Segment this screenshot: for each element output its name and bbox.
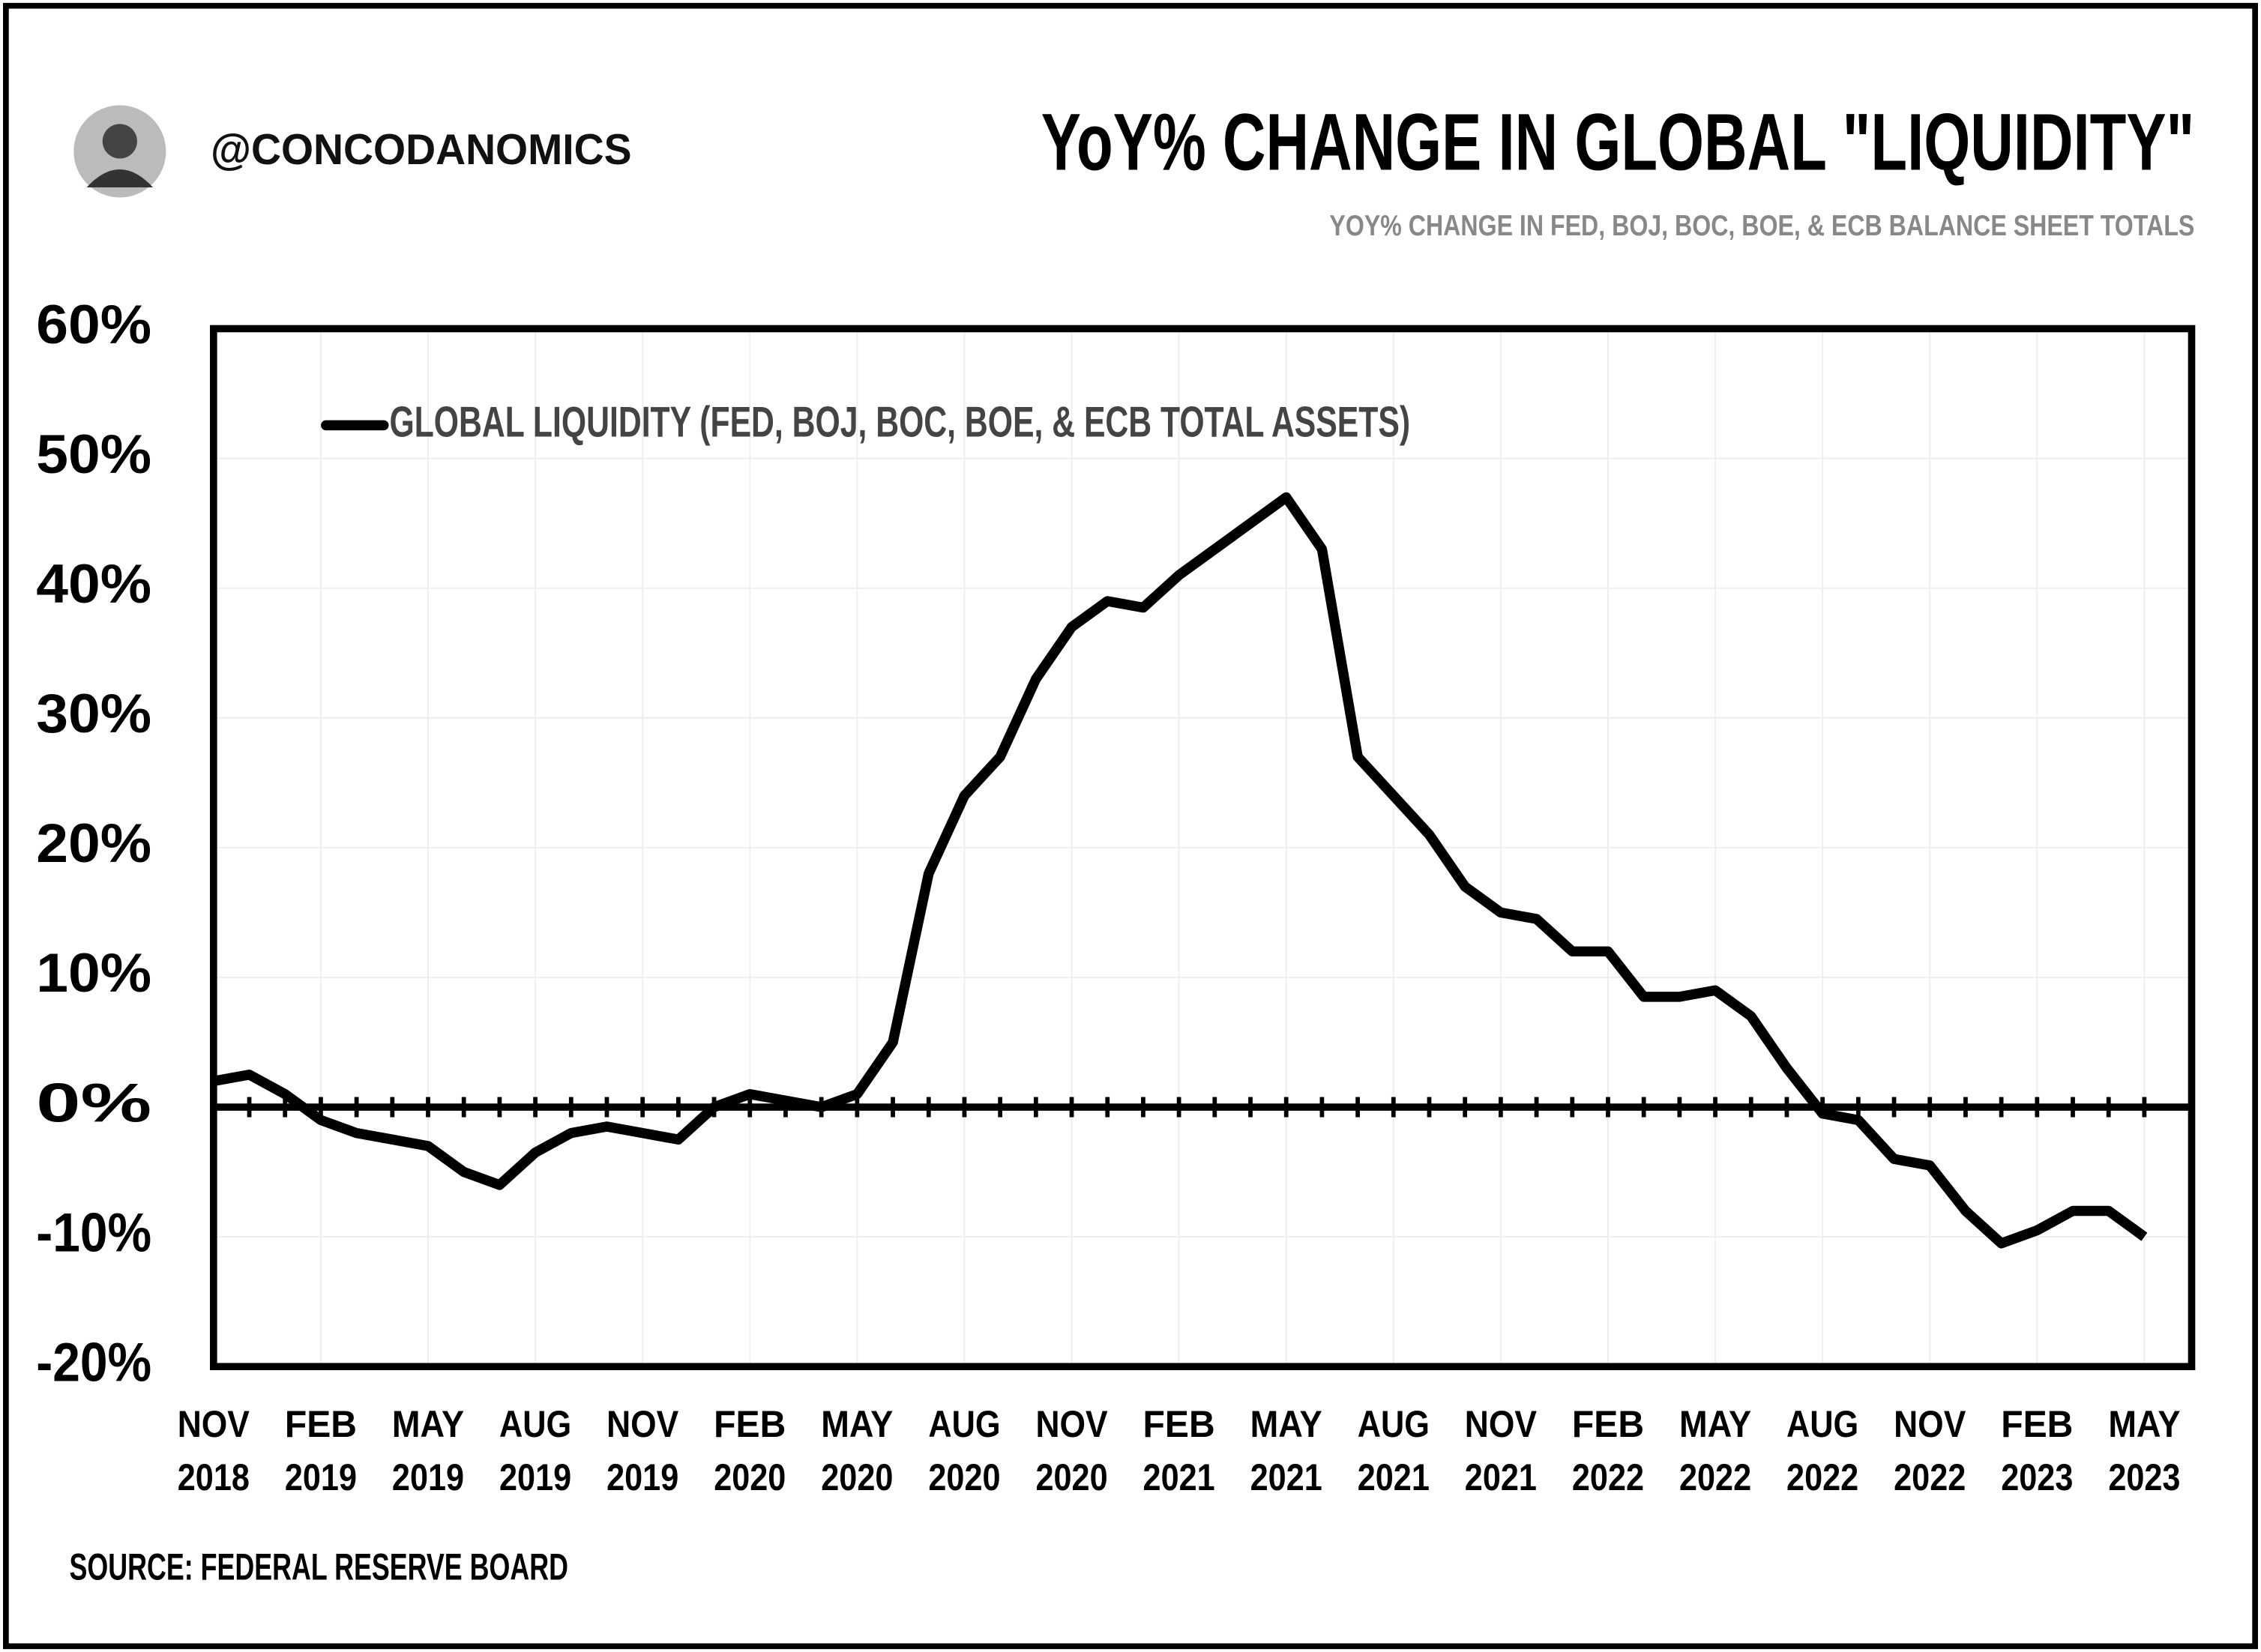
x-tick-label-line: AUG — [928, 1403, 1000, 1445]
chart-title: YoY% CHANGE IN GLOBAL "LIQUIDITY" — [1041, 97, 2195, 187]
x-tick-label-line: NOV — [1035, 1403, 1108, 1445]
x-tick-label-line: 2023 — [2108, 1456, 2180, 1498]
x-tick-label: FEB 2019 — [285, 1403, 357, 1498]
x-tick-label: AUG 2022 — [1786, 1403, 1858, 1498]
x-tick-label-line: NOV — [178, 1403, 250, 1445]
x-tick-label-line: FEB — [285, 1403, 357, 1445]
x-tick-label-line: 2020 — [1035, 1456, 1107, 1498]
x-tick-label-line: FEB — [1572, 1403, 1644, 1445]
legend-label: GLOBAL LIQUIDITY (FED, BOJ, BOC, BOE, & … — [389, 399, 1410, 447]
x-tick-label-line: 2021 — [1465, 1456, 1537, 1498]
x-tick-label-line: 2022 — [1572, 1456, 1644, 1498]
x-tick-label-line: NOV — [1465, 1403, 1538, 1445]
x-tick-label: FEB 2023 — [2001, 1403, 2073, 1498]
x-tick-label-line: MAY — [821, 1403, 893, 1445]
y-tick-label: 20% — [36, 813, 151, 874]
x-tick-label-line: NOV — [606, 1403, 679, 1445]
y-tick-label: 60% — [36, 295, 151, 355]
source: SOURCE: FEDERAL RESERVE BOARD — [70, 1546, 568, 1588]
x-tick-label-line: 2023 — [2001, 1456, 2073, 1498]
x-tick-label: AUG 2021 — [1358, 1403, 1430, 1498]
x-tick-label-line: MAY — [2108, 1403, 2180, 1445]
x-tick-label: MAY 2023 — [2108, 1403, 2180, 1498]
x-tick-label-line: FEB — [2001, 1403, 2073, 1445]
x-tick-label-line: AUG — [499, 1403, 571, 1445]
x-tick-label: NOV 2022 — [1894, 1403, 1966, 1498]
y-tick-label: -20% — [36, 1333, 151, 1393]
x-tick-label-line: 2022 — [1786, 1456, 1858, 1498]
x-tick-label-line: 2021 — [1358, 1456, 1430, 1498]
avatar-figure — [86, 169, 154, 188]
data-line — [212, 492, 2148, 1249]
avatar-figure — [102, 124, 137, 159]
x-tick-label: MAY 2021 — [1250, 1403, 1322, 1498]
x-tick-label: MAY 2019 — [392, 1403, 464, 1498]
x-tick-label-line: AUG — [1358, 1403, 1430, 1445]
x-tick-label-line: 2021 — [1143, 1456, 1215, 1498]
x-tick-label-line: 2020 — [714, 1456, 786, 1498]
y-tick-label: -10% — [36, 1202, 151, 1263]
x-tick-label-line: 2019 — [606, 1456, 678, 1498]
x-tick-label-line: 2021 — [1250, 1456, 1322, 1498]
y-tick-label: 30% — [36, 684, 151, 744]
page-border — [3, 2, 2258, 1650]
x-tick-label: NOV 2019 — [606, 1403, 679, 1498]
x-tick-label: NOV 2020 — [1035, 1403, 1108, 1498]
y-tick-label: 40% — [36, 554, 151, 615]
x-tick-label-line: FEB — [714, 1403, 786, 1445]
plot-frame — [210, 325, 2196, 1371]
x-tick-label-line: MAY — [392, 1403, 464, 1445]
x-tick-label-line: MAY — [1250, 1403, 1322, 1445]
x-tick-label: NOV 2018 — [178, 1403, 250, 1498]
x-tick-label: AUG 2020 — [928, 1403, 1000, 1498]
chart-subtitle: YOY% CHANGE IN FED, BOJ, BOC, BOE, & ECB… — [1329, 210, 2194, 242]
x-tick-label-line: 2020 — [821, 1456, 893, 1498]
x-tick-label-line: 2022 — [1894, 1456, 1966, 1498]
x-tick-label-line: 2022 — [1679, 1456, 1751, 1498]
x-tick-label-line: 2018 — [178, 1456, 250, 1498]
x-tick-label-line: NOV — [1894, 1403, 1966, 1445]
x-tick-label: FEB 2022 — [1572, 1403, 1644, 1498]
x-tick-label-line: AUG — [1786, 1403, 1858, 1445]
handle: @CONCODANOMICS — [211, 126, 632, 174]
y-tick-label: 0% — [36, 1073, 151, 1133]
x-tick-label-line: MAY — [1679, 1403, 1751, 1445]
x-tick-label-line: FEB — [1143, 1403, 1215, 1445]
x-tick-label-line: 2019 — [285, 1456, 357, 1498]
x-tick-label-line: 2020 — [928, 1456, 1000, 1498]
x-tick-label: FEB 2020 — [714, 1403, 786, 1498]
x-tick-label-line: 2019 — [499, 1456, 571, 1498]
x-tick-label: MAY 2022 — [1679, 1403, 1751, 1498]
x-tick-label: FEB 2021 — [1143, 1403, 1215, 1498]
x-tick-label: MAY 2020 — [821, 1403, 893, 1498]
x-tick-label: AUG 2019 — [499, 1403, 571, 1498]
y-tick-label: 50% — [36, 424, 151, 485]
x-tick-label: NOV 2021 — [1465, 1403, 1538, 1498]
x-tick-label-line: 2019 — [392, 1456, 464, 1498]
y-tick-label: 10% — [36, 943, 151, 1004]
